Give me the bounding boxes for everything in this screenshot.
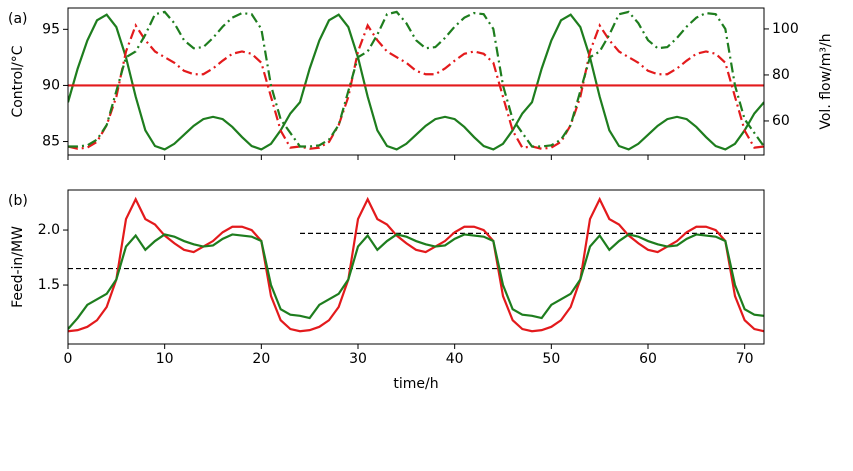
y2-tick-label: 80 (772, 67, 790, 83)
axes-frame (67, 7, 765, 156)
x-tick-label: 20 (252, 351, 270, 367)
series-line (68, 13, 764, 151)
x-tick-label: 70 (736, 351, 754, 367)
x-tick-label: 50 (542, 351, 560, 367)
y-axis-label: Control/°C (10, 45, 26, 117)
series-line (68, 23, 764, 150)
x-tick-label: 10 (156, 351, 174, 367)
axes-frame (67, 189, 765, 345)
series-line (68, 233, 764, 330)
y-tick-label: 1.5 (38, 277, 60, 293)
x-tick-label: 30 (349, 351, 367, 367)
x-tick-label: 0 (64, 351, 73, 367)
x-axis-label: time/h (393, 376, 438, 392)
y-tick-label: 95 (42, 21, 60, 37)
y-axis-label: Feed-in/MW (10, 226, 26, 308)
series-line (68, 196, 764, 333)
y2-tick-label: 60 (772, 113, 790, 129)
x-tick-label: 60 (639, 351, 657, 367)
y-tick-label: 2.0 (38, 222, 60, 238)
y2-tick-label: 100 (772, 21, 799, 37)
panel-label: (a) (8, 11, 28, 27)
y-tick-label: 85 (42, 134, 60, 150)
series-line (68, 10, 764, 148)
panel-label: (b) (8, 193, 28, 209)
y2-axis-label: Vol. flow/m³/h (818, 33, 834, 129)
x-tick-label: 40 (446, 351, 464, 367)
y-tick-label: 90 (42, 77, 60, 93)
